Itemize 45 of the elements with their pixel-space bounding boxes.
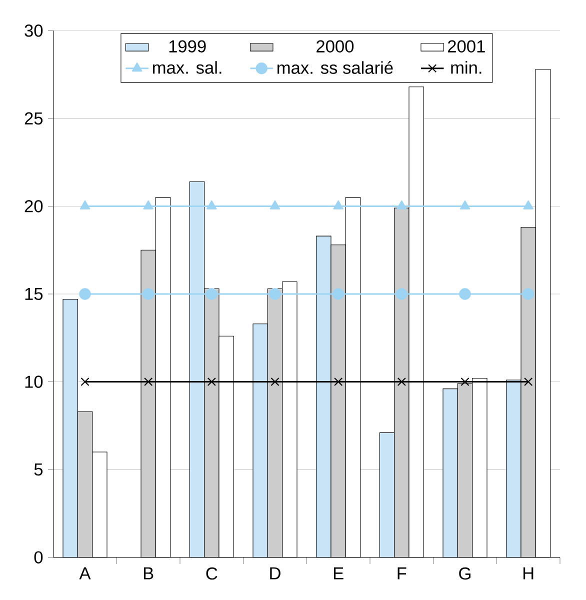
point bbox=[270, 377, 280, 386]
point bbox=[460, 200, 470, 210]
point bbox=[397, 377, 406, 386]
point bbox=[270, 200, 280, 210]
x-tick-label: A bbox=[79, 567, 91, 580]
x-tick-label: B bbox=[144, 567, 154, 580]
x-tick-label: E bbox=[334, 567, 344, 580]
point bbox=[459, 288, 471, 300]
y-tick-label: 10 bbox=[25, 376, 43, 388]
point bbox=[207, 377, 216, 386]
point bbox=[144, 377, 153, 386]
x-tick-label: F bbox=[398, 567, 406, 580]
legend-label: min. bbox=[451, 61, 482, 74]
point bbox=[524, 377, 533, 386]
point bbox=[142, 288, 154, 300]
point bbox=[460, 377, 470, 386]
point bbox=[333, 200, 344, 210]
x-tick-label: D bbox=[270, 567, 280, 580]
legend-label: 2001 bbox=[448, 40, 485, 52]
point bbox=[206, 200, 217, 210]
point bbox=[334, 377, 343, 386]
point bbox=[80, 377, 90, 386]
point bbox=[269, 288, 281, 300]
x-tick-label: C bbox=[206, 567, 218, 580]
point bbox=[523, 200, 534, 210]
y-tick-label: 20 bbox=[24, 200, 43, 212]
y-tick-label: 5 bbox=[34, 464, 43, 476]
legend-label: max. ss salarié bbox=[278, 61, 393, 74]
point bbox=[79, 288, 91, 300]
point bbox=[396, 288, 408, 300]
y-tick-label: 30 bbox=[24, 24, 43, 37]
x-tick-label: H bbox=[523, 567, 534, 580]
y-tick-label: 15 bbox=[25, 288, 43, 300]
point bbox=[396, 200, 407, 210]
point bbox=[522, 288, 534, 300]
y-tick-label: 0 bbox=[34, 551, 43, 564]
text: 2000 bbox=[316, 40, 354, 52]
point bbox=[332, 288, 344, 300]
x-tick-label: G bbox=[459, 567, 470, 580]
legend-label: max. sal. bbox=[153, 61, 222, 74]
legend-label: 1999 bbox=[169, 40, 206, 52]
point bbox=[143, 200, 154, 210]
y-tick-label: 25 bbox=[24, 112, 43, 125]
point bbox=[80, 200, 90, 210]
point bbox=[206, 288, 218, 300]
